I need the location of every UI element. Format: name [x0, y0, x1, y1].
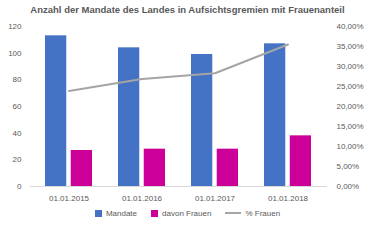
svg-text:40: 40 — [13, 129, 22, 138]
svg-text:40,00%: 40,00% — [337, 22, 364, 31]
html-text:Mandate: Mandate — [105, 208, 137, 218]
svg-text:20: 20 — [13, 155, 22, 164]
svg-text:120: 120 — [8, 22, 22, 31]
svg-text:0: 0 — [17, 182, 22, 191]
svg-text:01.01.2017: 01.01.2017 — [195, 194, 236, 203]
svg-text:25,00%: 25,00% — [337, 82, 364, 91]
svg-text:100: 100 — [8, 49, 22, 58]
svg-text:0,00%: 0,00% — [337, 182, 360, 191]
svg-text:35,00%: 35,00% — [337, 42, 364, 51]
html-text:davon Frauen: davon Frauen — [162, 208, 212, 218]
svg-text:20,00%: 20,00% — [337, 102, 364, 111]
svg-text:10,00%: 10,00% — [337, 142, 364, 151]
svg-text:01.01.2015: 01.01.2015 — [49, 194, 90, 203]
svg-text:01.01.2018: 01.01.2018 — [268, 194, 309, 203]
svg-text:01.01.2016: 01.01.2016 — [122, 194, 163, 203]
html-text:% Frauen: % Frauen — [245, 208, 281, 218]
svg-text:60: 60 — [13, 102, 22, 111]
svg-text:15,00%: 15,00% — [337, 122, 364, 131]
svg-text:80: 80 — [13, 75, 22, 84]
svg-text:5,00%: 5,00% — [337, 162, 360, 171]
html-text:Anzahl der Mandate des Landes: Anzahl der Mandate des Landes in Aufsich… — [30, 4, 345, 15]
svg-text:30,00%: 30,00% — [337, 62, 364, 71]
